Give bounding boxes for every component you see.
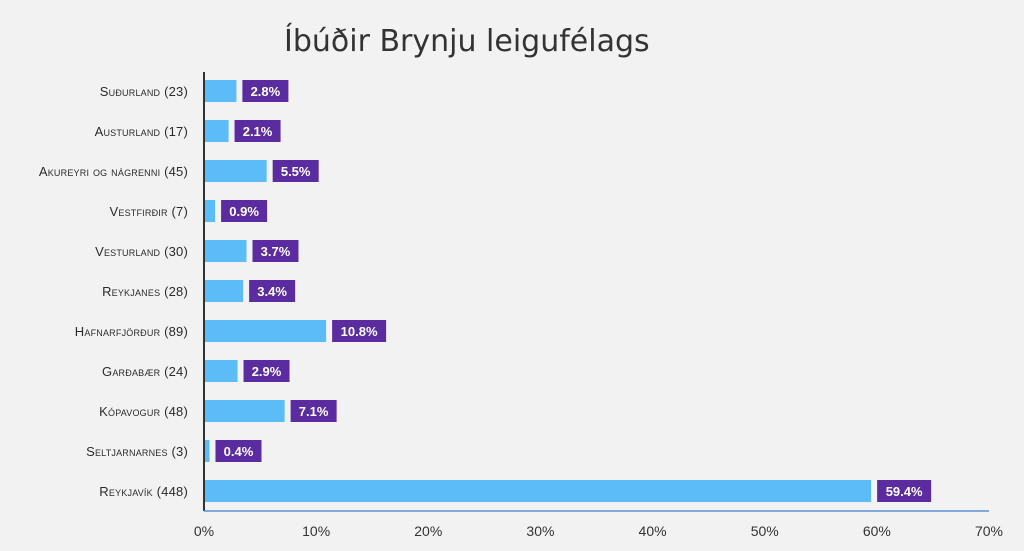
x-tick-label: 70%	[975, 523, 1003, 539]
data-label-box	[252, 240, 299, 262]
bar-0	[205, 80, 237, 102]
category-label: Suðurland (23)	[100, 84, 188, 99]
data-label-box	[272, 160, 319, 182]
bar-2	[205, 160, 267, 182]
data-label-box	[221, 200, 268, 222]
data-label: 3.4%	[257, 284, 287, 299]
bar-8	[205, 400, 285, 422]
bars-group	[205, 80, 872, 502]
data-label: 7.1%	[299, 404, 329, 419]
data-label-box	[290, 400, 337, 422]
bar-6	[205, 320, 327, 342]
chart-title: Íbúðir Brynju leigufélags	[284, 24, 650, 59]
data-label: 2.9%	[252, 364, 282, 379]
category-label: Reykjavík (448)	[99, 484, 188, 499]
category-labels-group: Suðurland (23) Austurland (17) Akureyri og…	[39, 84, 188, 499]
x-tick-label: 60%	[863, 523, 891, 539]
x-tick-labels-group: 0% 10% 20% 30% 40% 50% 60% 70%	[194, 523, 1003, 539]
data-labels-group: 2.8% 2.1% 5.5% 0.9% 3.7% 3.4% 10.8% 2.9% 7.1% 0.4…	[215, 80, 932, 502]
data-label: 0.9%	[229, 204, 259, 219]
data-label-box	[332, 320, 387, 342]
data-label: 2.8%	[251, 84, 281, 99]
data-label: 3.7%	[261, 244, 291, 259]
bar-5	[205, 280, 244, 302]
category-label: Reykjanes (28)	[102, 284, 188, 299]
category-label: Vestfirðir (7)	[110, 204, 188, 219]
data-label-box	[249, 280, 296, 302]
category-label: Hafnarfjörður (89)	[75, 324, 188, 339]
category-label: Vesturland (30)	[95, 244, 188, 259]
data-label: 59.4%	[886, 484, 923, 499]
bar-7	[205, 360, 238, 382]
bar-10	[205, 480, 872, 502]
data-label-box	[877, 480, 932, 502]
x-tick-label: 40%	[639, 523, 667, 539]
bar-9	[205, 440, 210, 462]
x-tick-label: 20%	[414, 523, 442, 539]
x-tick-label: 50%	[751, 523, 779, 539]
data-label-box	[242, 80, 289, 102]
data-label: 5.5%	[281, 164, 311, 179]
category-label: Seltjarnarnes (3)	[86, 444, 188, 459]
category-label: Garðabær (24)	[102, 364, 188, 379]
bar-1	[205, 120, 229, 142]
data-label-box	[243, 360, 290, 382]
category-label: Akureyri og nágrenni (45)	[39, 164, 188, 179]
bar-3	[205, 200, 216, 222]
x-tick-label: 30%	[526, 523, 554, 539]
x-tick-label: 10%	[302, 523, 330, 539]
data-label: 2.1%	[243, 124, 273, 139]
data-label-box	[215, 440, 262, 462]
bar-4	[205, 240, 247, 262]
x-tick-label: 0%	[194, 523, 214, 539]
data-label: 10.8%	[341, 324, 378, 339]
category-label: Austurland (17)	[95, 124, 188, 139]
category-label: Kópavogur (48)	[99, 404, 188, 419]
data-label-box	[234, 120, 281, 142]
data-label: 0.4%	[224, 444, 254, 459]
